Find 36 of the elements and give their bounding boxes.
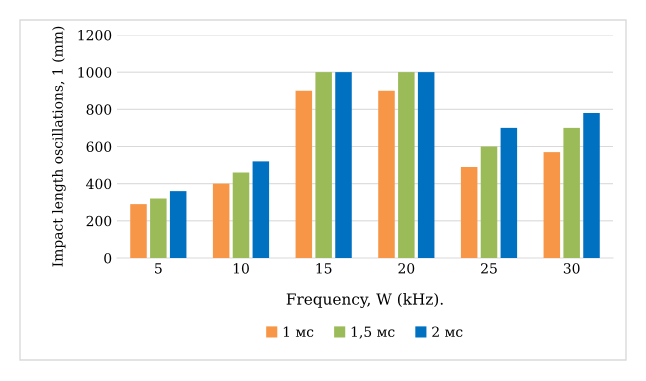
- y-tick-label: 800: [86, 104, 112, 115]
- bar: [563, 128, 580, 258]
- x-tick-label: 30: [564, 263, 580, 274]
- bar: [315, 72, 332, 258]
- x-tick-label: 5: [155, 263, 162, 274]
- bar: [252, 161, 270, 258]
- bar: [500, 128, 518, 258]
- y-axis-title: Impact length oscillations, 1 (mm): [52, 26, 66, 267]
- y-tick-label: 1200: [78, 30, 112, 40]
- bar: [398, 72, 415, 258]
- bar: [335, 72, 352, 258]
- x-tick-label: 20: [398, 263, 414, 274]
- bar: [480, 146, 498, 258]
- bar: [378, 90, 395, 258]
- bar: [583, 113, 600, 258]
- x-axis-title: Frequency, W (kHz).: [286, 292, 443, 308]
- x-tick-label: 15: [316, 263, 332, 274]
- bar: [460, 166, 478, 258]
- x-tick-label: 25: [481, 263, 497, 274]
- bar: [544, 152, 560, 258]
- bar: [170, 191, 186, 258]
- x-tick-label: 10: [234, 263, 249, 274]
- bar: [212, 184, 230, 258]
- y-tick-label: 400: [86, 178, 112, 190]
- y-tick-label: 1000: [78, 67, 112, 78]
- legend-label: 1,5 мс: [352, 326, 395, 339]
- y-tick-label: 0: [104, 252, 112, 264]
- legend-label: 1 мс: [284, 326, 314, 337]
- bar: [150, 198, 167, 258]
- bar: [418, 72, 434, 258]
- legend-label: 2 мс: [432, 326, 462, 337]
- bar: [232, 172, 250, 258]
- y-tick-label: 200: [86, 216, 112, 226]
- bar: [296, 90, 312, 258]
- bar: [130, 204, 147, 258]
- y-tick-label: 600: [86, 141, 112, 152]
